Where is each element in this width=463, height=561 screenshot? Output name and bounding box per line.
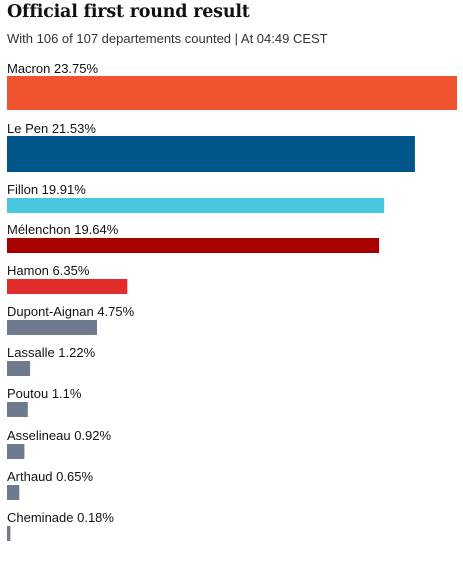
bar-le-pen (7, 136, 415, 172)
bar-label-asselineau: Asselineau 0.92% (7, 428, 112, 443)
chart-title: Official first round result (7, 2, 250, 22)
bar-label-dupont-aignan: Dupont-Aignan 4.75% (7, 304, 135, 319)
bar-arthaud (7, 485, 20, 500)
bar-label-lassalle: Lassalle 1.22% (7, 345, 96, 360)
bar-label-poutou: Poutou 1.1% (7, 386, 82, 401)
bar-label-fillon: Fillon 19.91% (7, 182, 86, 197)
bar-poutou (7, 402, 28, 417)
bar-macron (7, 76, 457, 110)
bar-hamon (7, 279, 128, 294)
bar-lassalle (7, 361, 31, 376)
bar-label-le-pen: Le Pen 21.53% (7, 121, 96, 136)
bar-label-melenchon: Mélenchon 19.64% (7, 222, 119, 237)
bar-label-arthaud: Arthaud 0.65% (7, 469, 93, 484)
chart-subtitle: With 106 of 107 departements counted | A… (7, 31, 328, 46)
bar-dupont-aignan (7, 320, 97, 335)
bar-asselineau (7, 444, 25, 459)
bar-label-cheminade: Cheminade 0.18% (7, 510, 114, 525)
bar-fillon (7, 198, 385, 213)
bar-cheminade (7, 526, 11, 541)
bar-melenchon (7, 238, 380, 253)
bar-label-hamon: Hamon 6.35% (7, 263, 90, 278)
bar-label-macron: Macron 23.75% (7, 61, 98, 76)
